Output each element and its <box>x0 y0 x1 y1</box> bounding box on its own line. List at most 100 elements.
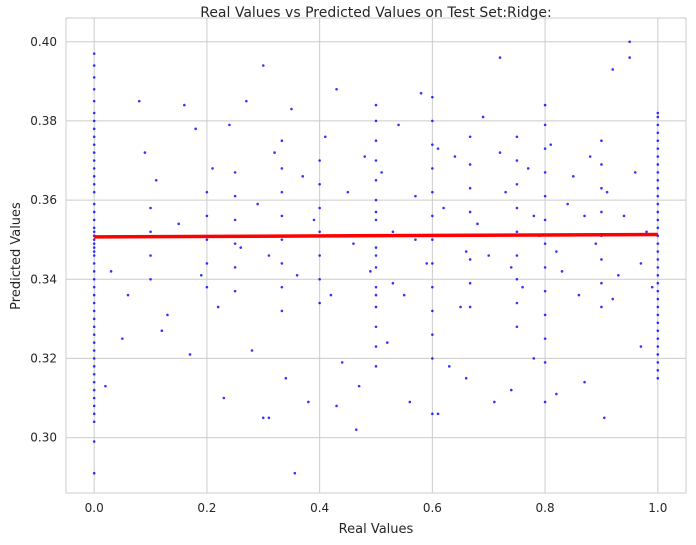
scatter-point <box>295 273 299 277</box>
scatter-point <box>391 281 395 285</box>
scatter-point <box>149 277 152 281</box>
scatter-point <box>588 155 592 158</box>
scatter-point <box>194 127 197 131</box>
scatter-point <box>245 99 248 103</box>
scatter-point <box>468 281 472 285</box>
scatter-point <box>656 297 660 301</box>
scatter-point <box>374 198 378 202</box>
scatter-point <box>639 345 643 348</box>
scatter-point <box>656 147 660 150</box>
scatter-point <box>374 325 378 329</box>
scatter-point <box>408 400 412 404</box>
scatter-point <box>515 135 519 139</box>
scatter-point <box>92 111 96 115</box>
scatter-point <box>431 143 434 146</box>
scatter-point <box>414 194 417 198</box>
scatter-point <box>380 171 383 174</box>
scatter-point <box>293 471 297 475</box>
scatter-point <box>656 111 660 115</box>
scatter-point <box>600 210 603 214</box>
scatter-point <box>92 135 96 139</box>
scatter-point <box>92 388 96 392</box>
scatter-point <box>633 171 637 174</box>
scatter-point <box>577 293 581 297</box>
scatter-point <box>611 68 615 71</box>
scatter-point <box>543 313 547 317</box>
scatter-point <box>374 293 378 297</box>
scatter-point <box>656 353 660 356</box>
scatter-point <box>656 258 660 261</box>
scatter-point <box>468 305 472 309</box>
scatter-point <box>92 365 96 368</box>
scatter-point <box>280 285 284 289</box>
y-tick-labels: 0.30 0.32 0.34 0.36 0.38 0.40 <box>30 35 57 445</box>
scatter-point <box>92 404 96 408</box>
scatter-point <box>431 262 434 265</box>
scatter-point <box>92 202 96 206</box>
y-axis-label: Predicted Values <box>9 202 24 310</box>
scatter-point <box>188 353 192 356</box>
scatter-point <box>183 103 186 107</box>
scatter-point <box>431 357 434 360</box>
scatter-point <box>385 341 389 344</box>
scatter-point <box>273 151 276 154</box>
scatter-point <box>468 135 472 139</box>
scatter-point <box>109 270 113 273</box>
scatter-point <box>611 297 615 301</box>
scatter-point <box>92 277 96 281</box>
scatter-point <box>137 99 141 103</box>
scatter-point <box>498 56 502 59</box>
scatter-point <box>555 250 558 253</box>
scatter-point <box>335 87 338 91</box>
scatter-point <box>571 175 575 178</box>
scatter-point <box>543 337 547 340</box>
scatter-point <box>515 301 519 305</box>
y-tick-label: 0.38 <box>30 114 57 128</box>
scatter-point <box>154 178 158 182</box>
scatter-point <box>600 163 603 166</box>
scatter-point <box>256 202 259 206</box>
scatter-point <box>233 171 237 174</box>
scatter-point <box>280 309 284 313</box>
scatter-point <box>92 127 96 131</box>
scatter-point <box>374 210 378 214</box>
scatter-point <box>498 151 502 154</box>
scatter-point <box>656 115 660 119</box>
scatter-point <box>391 230 395 234</box>
scatter-point <box>656 337 660 340</box>
scatter-point <box>442 206 445 210</box>
scatter-point <box>92 285 96 289</box>
scatter-point <box>216 305 220 309</box>
scatter-point <box>431 167 434 170</box>
scatter-point <box>515 182 519 186</box>
y-tick-label: 0.36 <box>30 193 57 207</box>
scatter-point <box>149 254 152 257</box>
scatter-point <box>543 194 547 198</box>
scatter-point <box>656 131 660 135</box>
scatter-point <box>261 416 265 420</box>
scatter-point <box>149 206 152 210</box>
scatter-point <box>92 119 96 123</box>
scatter-point <box>560 270 564 273</box>
scatter-point <box>526 167 530 170</box>
scatter-point <box>656 210 660 214</box>
scatter-point <box>261 64 265 67</box>
scatter-point <box>92 182 96 186</box>
scatter-point <box>318 277 321 281</box>
scatter-point <box>656 281 660 285</box>
scatter-point <box>476 222 479 226</box>
scatter-point <box>92 151 96 154</box>
scatter-point <box>656 171 660 174</box>
scatter-point <box>92 190 96 194</box>
scatter-point <box>414 238 417 241</box>
scatter-point <box>335 404 338 408</box>
scatter-point <box>92 242 96 245</box>
scatter-point <box>656 163 660 166</box>
scatter-point <box>92 175 96 178</box>
scatter-point <box>92 301 96 305</box>
scatter-point <box>543 218 547 222</box>
scatter-point <box>307 400 310 404</box>
scatter-point <box>205 190 209 194</box>
scatter-point <box>301 175 305 178</box>
scatter-point <box>543 266 547 269</box>
